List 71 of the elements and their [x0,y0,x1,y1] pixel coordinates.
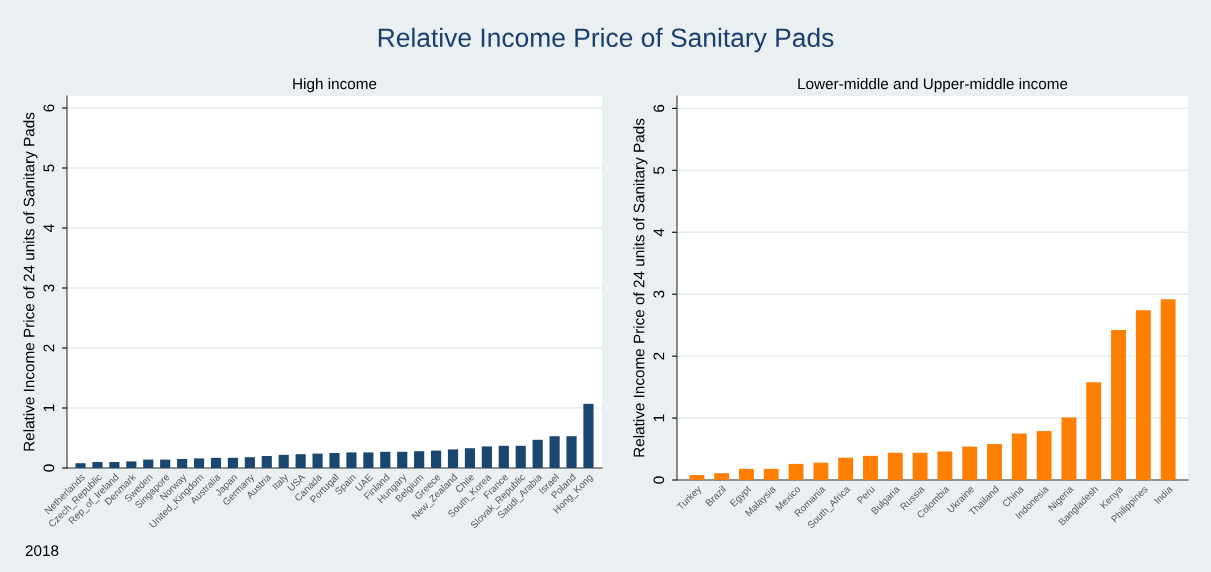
text: 2018 [25,545,59,557]
bar [962,446,978,480]
bar [1036,431,1052,480]
bar [838,457,854,480]
y-tick-label: 0 [43,464,55,472]
y-tick-label: 4 [653,228,665,237]
y-tick-label: 2 [43,344,55,352]
bar [1061,417,1077,480]
bar [515,445,526,468]
text: Relative Income Price of Sanitary Pads [378,27,834,53]
y-tick-label: 3 [653,290,665,298]
bar [1135,310,1151,480]
bar [937,451,953,480]
bar [1086,382,1102,480]
bar [329,453,340,468]
bar [261,456,272,468]
bar [397,451,408,468]
y-tick-label: 0 [653,476,665,484]
bar [346,452,357,468]
bar [887,452,903,480]
bar [481,446,492,468]
chart-title: Lower-middle and Upper-middle income [798,77,1068,93]
bar [109,462,120,468]
y-tick-label: 4 [43,224,55,232]
bar [295,454,306,468]
bar [177,459,188,468]
bar [1111,330,1126,480]
y-tick-label: 6 [653,104,665,112]
bar [312,453,323,468]
bar [788,463,804,480]
bar [363,452,374,468]
y-tick-label: 2 [653,352,665,360]
bar [714,473,730,480]
y-tick-label: 5 [653,166,665,174]
bar [75,463,86,468]
y-axis-title: Relative Income Price of 24 units of Sanitary Pads [633,118,648,457]
bar [160,459,171,468]
y-axis-title: Relative Income Price of 24 units of Sanitary Pads [23,112,38,451]
bar [549,436,560,468]
bar [987,444,1002,480]
y-tick-label: 5 [43,164,55,172]
bar [863,455,878,480]
bar [532,439,543,468]
bar [447,449,459,468]
bar [92,462,103,468]
y-tick-label: 1 [653,414,665,422]
bar [210,457,222,468]
bar [763,468,779,480]
chart-title: High income [293,77,377,93]
bar [813,462,829,480]
bar [498,445,509,468]
bar [566,436,577,468]
y-tick-label: 3 [43,284,55,292]
bar [431,450,442,468]
bar [1160,299,1176,480]
bar [278,454,289,468]
bar [912,452,928,480]
bar [193,458,205,468]
bar [414,451,425,468]
bar [227,457,238,468]
bar [583,403,594,468]
bar [1011,433,1027,480]
bar [739,468,754,480]
bar [689,475,705,480]
y-tick-label: 1 [43,404,55,412]
bar [126,461,137,468]
bar [143,459,154,468]
bar [380,451,391,468]
y-tick-label: 6 [43,104,55,112]
bar [244,457,255,468]
bar [464,448,476,468]
